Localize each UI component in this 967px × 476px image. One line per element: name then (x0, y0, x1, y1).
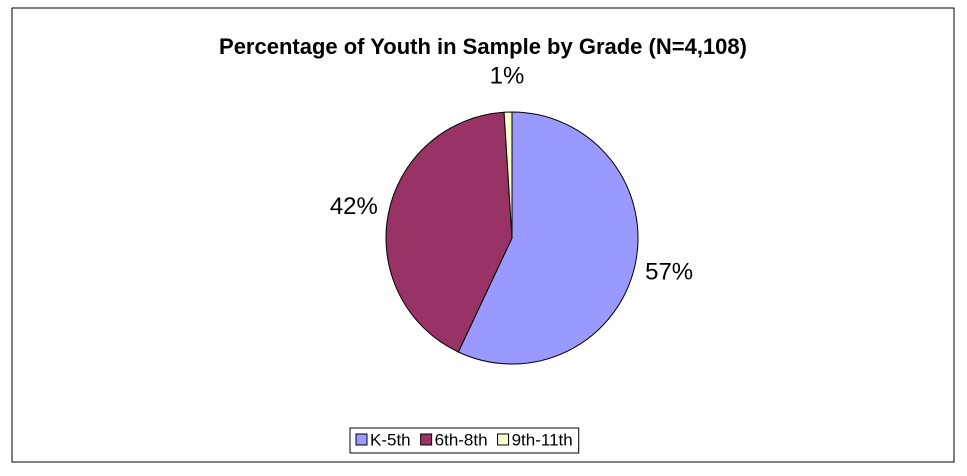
pie-slice (385, 111, 513, 353)
legend-label: 6th-8th (435, 430, 488, 449)
legend-swatch (420, 433, 433, 446)
pie-slice (503, 111, 513, 239)
legend-swatch (497, 433, 510, 446)
data-label: 57% (645, 258, 693, 285)
legend-label: K-5th (370, 430, 411, 449)
data-label: 1% (490, 62, 525, 89)
legend-swatch (355, 433, 368, 446)
data-label: 42% (330, 193, 378, 220)
legend-label: 9th-11th (512, 430, 573, 449)
pie-slice (457, 111, 639, 365)
chart-title: Percentage of Youth in Sample by Grade (… (219, 34, 747, 59)
legend-box (349, 427, 580, 454)
